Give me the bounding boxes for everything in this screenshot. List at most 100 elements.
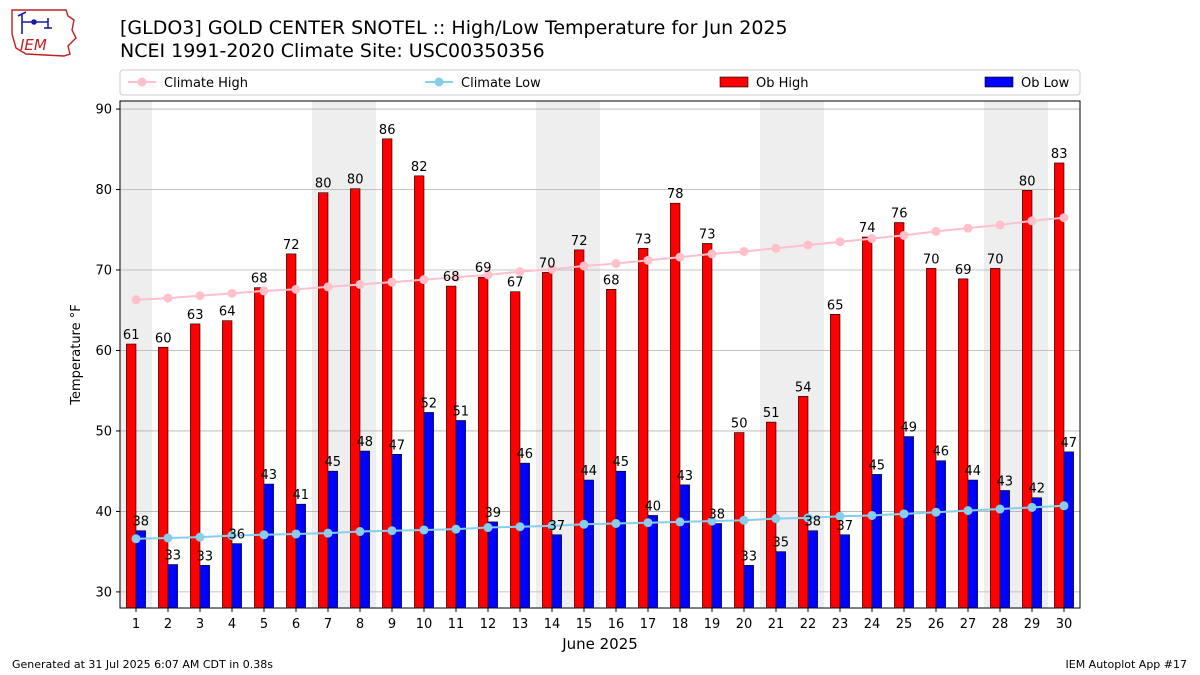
- ob-high-label: 86: [379, 123, 396, 138]
- x-tick-label: 15: [576, 617, 593, 632]
- climate-low-point: [227, 531, 237, 541]
- ob-low-label: 48: [357, 435, 374, 450]
- x-axis-label: June 2025: [561, 635, 638, 653]
- ob-high-label: 80: [315, 177, 332, 192]
- ob-low-label: 37: [549, 519, 566, 534]
- ob-low-label: 45: [325, 455, 342, 470]
- climate-high-point: [867, 234, 877, 244]
- climate-low-point: [835, 511, 845, 521]
- climate-low-point: [355, 527, 365, 537]
- ob-low-bar: [519, 462, 530, 609]
- y-tick-label: 40: [95, 505, 112, 520]
- ob-low-label: 46: [517, 447, 534, 462]
- climate-low-point: [579, 519, 589, 529]
- ob-high-label: 80: [347, 173, 364, 188]
- climate-low-point: [995, 504, 1005, 514]
- ob-high-label: 54: [795, 380, 812, 395]
- ob-high-bar: [190, 323, 201, 609]
- climate-low-point: [707, 516, 717, 526]
- climate-low-point: [131, 534, 141, 544]
- climate-low-point: [931, 507, 941, 517]
- climate-low-point: [611, 519, 621, 528]
- y-tick-label: 90: [95, 103, 112, 118]
- ob-low-bar: [551, 534, 562, 609]
- y-tick-label: 70: [95, 264, 112, 279]
- ob-high-bar: [638, 247, 649, 609]
- climate-low-point: [643, 518, 653, 528]
- chart-subtitle: NCEI 1991-2020 Climate Site: USC00350356: [120, 40, 545, 62]
- climate-high-point: [931, 226, 941, 236]
- ob-low-legend-swatch: [984, 76, 1014, 88]
- climate-high-point: [1027, 216, 1037, 226]
- ob-high-label: 61: [123, 328, 140, 343]
- climate-low-legend-label: Climate Low: [461, 76, 541, 91]
- climate-low-point: [739, 515, 749, 525]
- climate-low-point: [323, 528, 333, 538]
- climate-high-point: [643, 255, 653, 265]
- ob-low-bar: [199, 565, 210, 609]
- bars: [126, 138, 1074, 609]
- ob-high-label: 78: [667, 187, 684, 202]
- grid-lines: [120, 108, 1080, 593]
- ob-high-bar: [414, 175, 425, 609]
- ob-high-label: 69: [955, 263, 972, 278]
- climate-high-point: [707, 249, 717, 259]
- legend-box: [119, 69, 1081, 96]
- climate-low-point: [163, 533, 173, 543]
- ob-high-bar: [702, 243, 713, 609]
- ob-low-bar: [775, 551, 786, 609]
- ob-high-label: 67: [507, 276, 524, 291]
- ob-low-label: 45: [869, 458, 886, 473]
- climate-high-point: [803, 240, 813, 250]
- ob-low-label: 47: [389, 438, 406, 453]
- climate-high-point: [259, 286, 269, 296]
- y-axis-label: Temperature °F: [69, 304, 84, 405]
- climate-high-point: [451, 272, 461, 282]
- ob-low-label: 47: [1061, 436, 1078, 451]
- climate-low-point: [291, 529, 301, 539]
- climate-high-line: [135, 216, 1065, 301]
- ob-low-bar: [423, 412, 434, 609]
- ob-high-label: 63: [187, 308, 204, 323]
- climate-low-point: [195, 532, 205, 542]
- climate-high-point: [675, 252, 685, 262]
- ob-high-bar: [926, 268, 937, 609]
- climate-high-point: [387, 277, 397, 287]
- ob-low-bar: [807, 530, 818, 609]
- ob-high-bar: [286, 253, 297, 609]
- ob-high-bar: [574, 249, 585, 609]
- climate-low-point: [387, 526, 397, 536]
- ob-high-label: 69: [475, 261, 492, 276]
- climate-low-line: [135, 504, 1065, 540]
- ob-low-label: 46: [933, 445, 950, 460]
- ob-high-label: 64: [219, 305, 236, 320]
- climate-low-point: [899, 509, 909, 519]
- ob-high-label: 68: [251, 272, 268, 287]
- climate-high-legend-marker: [137, 77, 147, 87]
- ob-high-bar: [958, 278, 969, 609]
- ob-low-label: 38: [805, 515, 822, 530]
- ob-high-label: 50: [731, 417, 748, 432]
- x-tick-label: 20: [736, 617, 753, 632]
- ob-high-label: 60: [155, 331, 172, 346]
- ob-high-bar: [350, 188, 361, 609]
- x-tick-label: 11: [448, 617, 465, 632]
- climate-high-legend-label: Climate High: [164, 76, 248, 91]
- ob-low-bar: [935, 460, 946, 609]
- y-tick-label: 80: [95, 183, 112, 198]
- ob-high-bar: [254, 287, 265, 609]
- x-tick-label: 19: [704, 617, 721, 632]
- ob-high-label: 68: [603, 273, 620, 288]
- climate-low-point: [259, 530, 269, 540]
- bar-labels: 61 60 63 64 68 72 80 80 86 82 68 69 67 70 72 68 73 78 73 50…: [123, 123, 1077, 565]
- ob-low-bar: [679, 484, 690, 609]
- ob-high-label: 73: [699, 227, 716, 242]
- ob-low-label: 43: [997, 475, 1014, 490]
- ob-low-bar: [1031, 497, 1042, 609]
- x-tick-label: 27: [960, 617, 977, 632]
- x-tick-label: 25: [896, 617, 913, 632]
- x-tick-label: 6: [292, 617, 300, 632]
- y-tick-label: 60: [95, 344, 112, 359]
- climate-high-point: [899, 230, 909, 240]
- ob-high-bar: [1054, 162, 1065, 609]
